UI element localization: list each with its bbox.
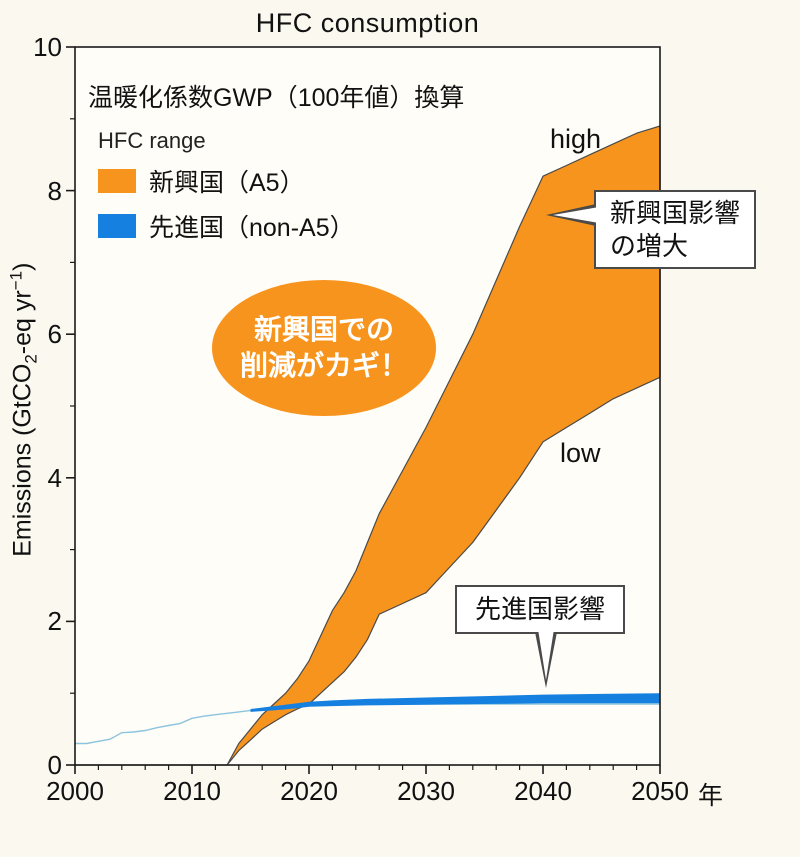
callout-pointer-down-fill (538, 628, 554, 680)
legend-swatch-developed (98, 214, 136, 238)
emerging-impact-line2: の増大 (610, 230, 689, 261)
developed-impact-label: 先進国影響 (475, 594, 606, 624)
y-axis-title-pre: Emissions (GtCO (8, 363, 37, 557)
key-message-text: 新興国での 削減がカギ！ (240, 312, 408, 385)
band-developed-non-a5 (250, 693, 660, 712)
y-tick-label: 2 (47, 606, 62, 637)
developed-impact-callout: 先進国影響 (455, 585, 626, 688)
key-message-line1: 新興国での (253, 313, 394, 345)
high-scenario-label: high (550, 124, 602, 154)
chart-title: HFC consumption (255, 8, 480, 38)
x-tick-label: 2050 (631, 776, 689, 806)
y-tick-label: 10 (33, 32, 62, 62)
legend-item-emerging: 新興国（A5） (98, 163, 355, 199)
legend-title: HFC range (98, 128, 206, 153)
emerging-impact-callout: 新興国影響 の増大 (546, 190, 757, 269)
y-tick-label: 0 (47, 750, 62, 780)
y-axis-title: Emissions (GtCO2-eq yr−1) (6, 240, 41, 580)
x-tick-label: 2000 (46, 776, 104, 806)
x-axis-unit-label: 年 (698, 782, 724, 810)
legend-item-developed: 先進国（non-A5） (98, 208, 355, 244)
low-scenario-label: low (560, 438, 601, 468)
key-message-bubble: 新興国での 削減がカギ！ (212, 280, 436, 416)
y-tick-label: 8 (47, 175, 62, 206)
x-tick-label: 2020 (280, 776, 338, 806)
legend-swatch-emerging (98, 169, 136, 193)
y-tick-label: 4 (47, 462, 62, 493)
x-tick-label: 2010 (163, 776, 221, 806)
x-tick-label: 2030 (397, 776, 455, 806)
emerging-impact-line1: 新興国影響 (610, 198, 741, 228)
x-tick-label: 2040 (514, 776, 572, 806)
callout-pointer-left-fill (553, 207, 599, 223)
legend-label-developed: 先進国（non-A5） (149, 214, 355, 242)
y-axis-title-sup: −1 (6, 270, 26, 291)
legend-label-emerging: 新興国（A5） (149, 169, 305, 197)
y-axis-title-post: ) (8, 262, 37, 271)
gwp-conversion-note: 温暖化係数GWP（100年値）換算 (88, 84, 465, 112)
y-axis-title-mid: -eq yr (8, 290, 37, 355)
legend: HFC range 新興国（A5） 先進国（non-A5） (98, 128, 355, 244)
y-tick-label: 6 (47, 319, 62, 350)
y-axis-title-sub: 2 (21, 354, 41, 364)
key-message-line2: 削減がカギ！ (239, 350, 408, 381)
